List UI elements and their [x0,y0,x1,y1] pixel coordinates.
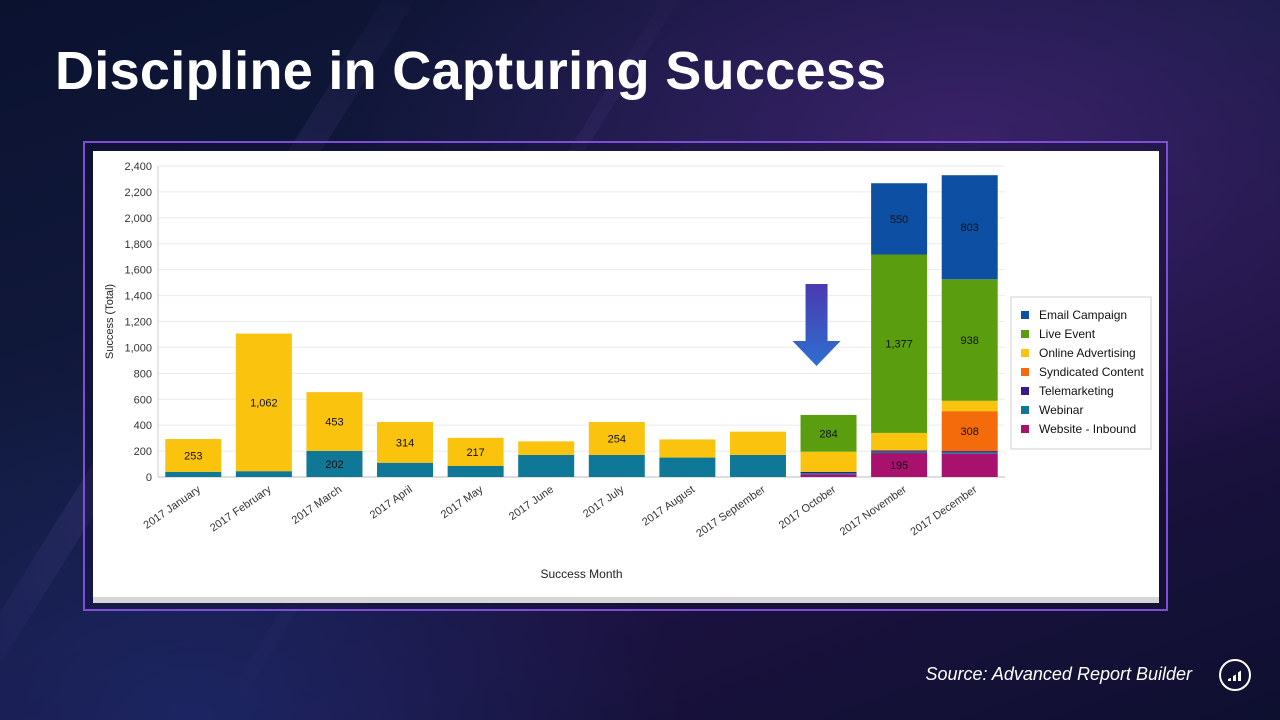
bar-segment [588,454,645,477]
y-tick-label: 1,000 [124,342,152,354]
legend-swatch [1021,368,1029,376]
bar-segment [941,175,998,280]
x-tick-label: 2017 April [368,484,415,522]
legend-swatch [1021,330,1029,338]
bar-segment [871,450,928,452]
legend-item-label: Live Event [1039,327,1096,341]
y-tick-label: 2,200 [124,187,152,199]
bar-segment [941,452,998,454]
x-tick-label: 2017 October [777,483,839,531]
bar-segment [871,432,928,451]
x-tick-label: 2017 December [908,483,979,538]
x-tick-label: 2017 February [208,483,274,534]
y-tick-label: 2,000 [124,213,152,225]
data-label: 195 [890,460,908,472]
data-label: 217 [466,447,484,459]
y-tick-label: 200 [134,446,152,458]
y-tick-label: 1,200 [124,317,152,329]
legend-item-label: Webinar [1039,403,1083,417]
bar-segment [941,400,998,412]
legend-item-label: Online Advertising [1039,346,1136,360]
bar-segment [659,439,716,458]
slide-title: Discipline in Capturing Success [55,41,887,101]
data-label: 1,377 [885,339,913,351]
bar-segment [306,392,363,451]
y-tick-label: 1,400 [124,291,152,303]
bar-segment [871,183,928,255]
bar-segment [800,473,857,475]
legend-item-label: Email Campaign [1039,308,1127,322]
bar-segment [447,437,504,466]
x-tick-label: 2017 March [290,484,344,527]
bar-segment [800,451,857,472]
legend-swatch [1021,406,1029,414]
bar-segment [377,462,434,477]
data-label: 284 [819,428,837,440]
bar-segment [518,454,575,477]
bar-segment [447,465,504,477]
legend-swatch [1021,425,1029,433]
x-tick-label: 2017 June [507,484,556,523]
data-label: 453 [325,416,343,428]
legend-item-label: Website - Inbound [1039,422,1136,436]
y-tick-label: 1,800 [124,239,152,251]
bar-segment [941,411,998,452]
bar-segment [659,457,716,477]
data-label: 1,062 [250,397,278,409]
x-tick-label: 2017 July [581,483,627,520]
data-label: 202 [325,459,343,471]
y-tick-label: 400 [134,420,152,432]
bar-segment [800,474,857,477]
bar-segment [165,471,222,477]
source-caption: Source: Advanced Report Builder [925,664,1192,684]
bar-segment [235,471,292,477]
y-tick-label: 1,600 [124,265,152,277]
y-tick-label: 2,400 [124,161,152,173]
y-tick-label: 800 [134,368,152,380]
x-tick-label: 2017 January [142,483,204,531]
stacked-bar-chart: 0 200 400 600 800 1,000 1,200 1,400 1,600 1,800 2,… [104,161,1152,581]
x-tick-label: 2017 September [694,483,768,540]
y-tick-label: 600 [134,394,152,406]
bar-segment [941,279,998,401]
bar-segment [306,450,363,477]
data-label: 253 [184,450,202,462]
y-axis-label: Success (Total) [104,284,116,359]
down-arrow-icon [792,284,841,366]
data-label: 308 [961,426,979,438]
bar-segment [800,471,857,474]
legend-item-label: Syndicated Content [1039,365,1144,379]
data-label: 254 [608,434,626,446]
bar-segment [729,431,786,455]
bar-segment [377,422,434,463]
data-label: 550 [890,214,908,226]
bar-segment [165,439,222,472]
x-tick-label: 2017 November [838,483,909,538]
bar-segment [729,454,786,477]
bar-segment [871,451,928,454]
bar-segment [871,254,928,433]
data-label: 314 [396,437,414,449]
bar-segment [941,453,998,477]
bar-segment [518,441,575,455]
data-label: 803 [961,222,979,234]
x-tick-label: 2017 August [640,484,697,529]
legend-swatch [1021,311,1029,319]
legend-swatch [1021,387,1029,395]
legend-item-label: Telemarketing [1039,384,1114,398]
legend-swatch [1021,349,1029,357]
bar-segment [588,422,645,455]
marketo-logo-icon [1219,659,1251,691]
x-axis-label: Success Month [540,567,622,581]
bar-segment [235,333,292,472]
bar-segment [871,453,928,477]
y-tick-label: 0 [146,472,152,484]
bar-segment [800,414,857,452]
bar-segment [941,451,998,453]
data-label: 938 [961,335,979,347]
legend-box [1010,296,1152,450]
x-tick-label: 2017 May [439,483,486,521]
